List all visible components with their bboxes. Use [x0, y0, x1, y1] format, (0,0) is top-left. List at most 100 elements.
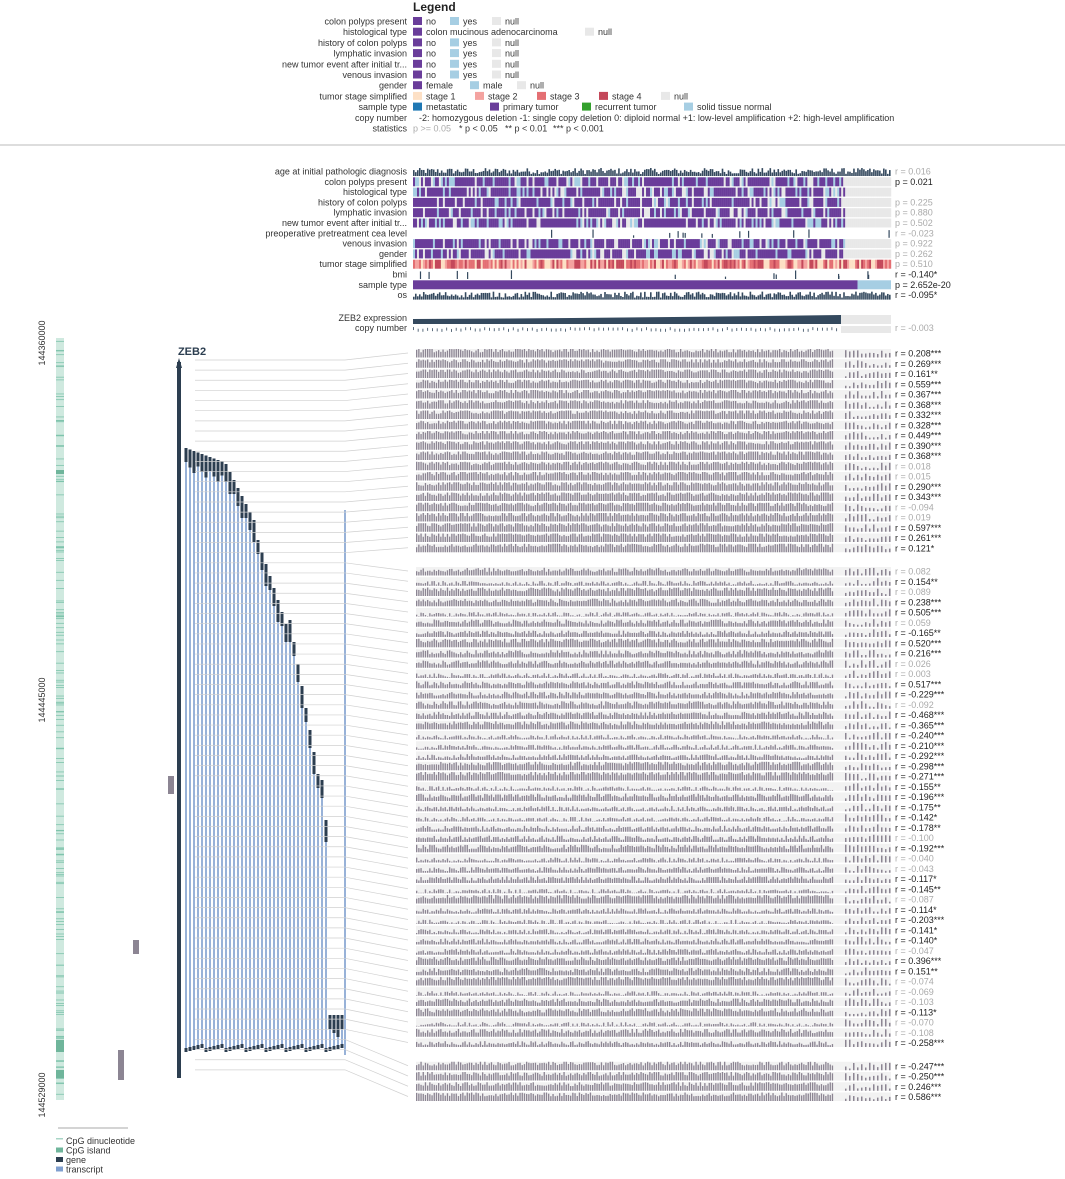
probe-bar — [429, 423, 431, 430]
track-bar — [679, 296, 682, 300]
track-cell — [789, 197, 792, 207]
track-cell — [518, 177, 521, 187]
probe-bar — [508, 441, 510, 450]
track-cell — [743, 187, 746, 197]
track-cell — [536, 208, 539, 218]
track-bar — [877, 170, 879, 176]
track-cell — [771, 239, 774, 249]
probe-bar — [598, 369, 600, 378]
probe-bar — [805, 432, 807, 440]
track-cell — [416, 239, 420, 249]
track-cell — [687, 177, 691, 187]
track-cell — [552, 259, 555, 269]
probe-bar — [534, 432, 537, 440]
probe-bar — [752, 410, 754, 419]
probe-bar — [605, 432, 607, 440]
track-cell — [590, 187, 593, 197]
track-cell — [592, 208, 595, 218]
track-cell — [885, 259, 888, 269]
track-7 — [413, 239, 892, 249]
track-cell — [785, 249, 788, 259]
legend-item-label: null — [505, 38, 519, 48]
probe-bar — [774, 413, 776, 419]
probe-bar — [620, 369, 622, 378]
track-cell — [516, 187, 519, 197]
track-cell — [494, 239, 497, 249]
track-cell — [508, 197, 511, 207]
probe-bar — [763, 359, 765, 368]
probe-bar — [638, 390, 640, 399]
probe-bar — [477, 433, 479, 440]
track-cell — [785, 259, 788, 269]
probe-bar — [442, 369, 444, 378]
probe-bar — [719, 379, 721, 389]
probe-bar — [457, 400, 460, 409]
probe-bar — [609, 381, 611, 389]
probe-bar — [490, 431, 493, 440]
probe-bar — [829, 431, 831, 440]
track-cell — [667, 177, 671, 187]
track-cell — [855, 187, 858, 197]
track-cell — [638, 249, 641, 259]
track-cell — [843, 259, 846, 269]
probe-bar — [574, 350, 576, 358]
probe-connector — [195, 785, 409, 797]
track-bar — [681, 172, 684, 176]
transcript-exon — [288, 1047, 292, 1051]
probe-bar — [640, 390, 642, 399]
track-cell — [494, 177, 497, 187]
track-bar — [508, 170, 511, 176]
track-cell — [885, 239, 888, 249]
probe-bar — [693, 401, 695, 409]
track-cell — [721, 187, 724, 197]
track-cell — [530, 218, 533, 228]
track-cell — [823, 218, 826, 228]
probe-bar — [785, 370, 787, 378]
track-cell — [731, 187, 734, 197]
track-cell — [474, 218, 477, 228]
track-cell — [665, 249, 669, 259]
probe-bar — [640, 402, 642, 409]
track-cell — [809, 239, 812, 249]
track-cell — [757, 239, 760, 249]
probe-bar — [594, 410, 596, 419]
probe-bar — [512, 401, 515, 409]
track-cell — [823, 197, 826, 207]
track-cell — [755, 239, 758, 249]
track-bar — [715, 171, 718, 176]
track-bar — [626, 169, 628, 176]
track-cell — [596, 187, 599, 197]
track-cell — [825, 177, 828, 187]
track-cell — [695, 177, 699, 187]
track-cell — [440, 249, 444, 259]
probe-bar — [735, 432, 737, 440]
legend-item-label: male — [483, 81, 503, 91]
probe-bar — [468, 379, 471, 389]
track-cell — [653, 177, 657, 187]
probe-bar — [603, 442, 605, 450]
transcript-exon — [320, 1044, 324, 1048]
track-cell — [725, 208, 728, 218]
track-cell — [715, 197, 718, 207]
transcript-exon — [220, 1044, 224, 1048]
track-cell — [572, 218, 575, 228]
probe-bar — [464, 410, 466, 419]
legend-swatch — [450, 38, 459, 47]
probe-bar — [508, 400, 510, 409]
copy-number-tick — [679, 328, 681, 332]
probe-bar — [688, 443, 691, 450]
probe-bar — [682, 434, 684, 440]
probe-bar — [515, 421, 517, 430]
track-cell — [867, 208, 870, 218]
track-bar — [887, 293, 889, 300]
track-bar — [655, 172, 658, 176]
probe-bar — [816, 392, 818, 399]
probe-bar — [746, 423, 748, 430]
track-cell — [482, 239, 485, 249]
track-bar — [554, 168, 557, 176]
probe-bar — [820, 391, 823, 399]
track-cell — [504, 187, 507, 197]
track-bar — [586, 170, 588, 176]
track-cell — [701, 187, 704, 197]
track-cell — [416, 218, 420, 228]
